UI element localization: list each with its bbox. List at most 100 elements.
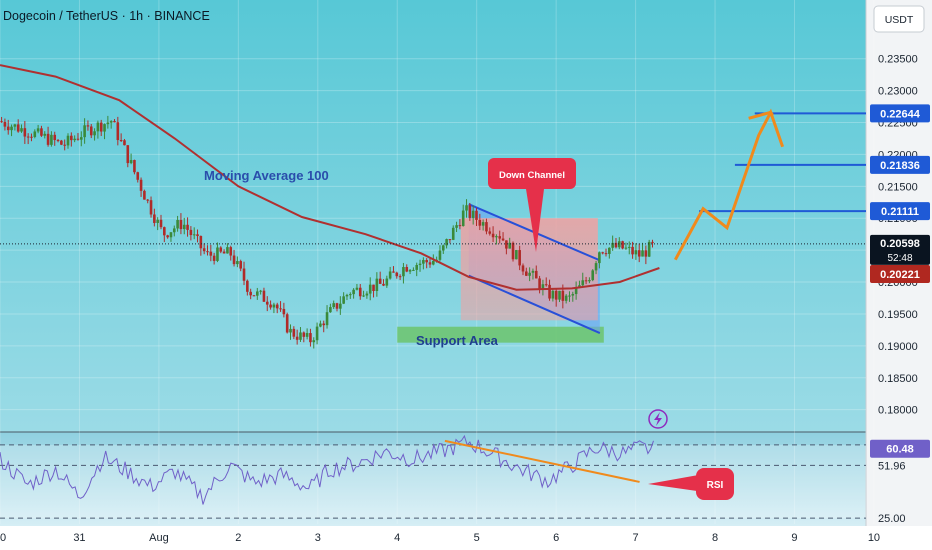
candle-body — [627, 246, 631, 248]
candle-body — [428, 262, 432, 265]
candle-body — [581, 280, 585, 286]
candle-body — [73, 138, 76, 141]
candle-body — [621, 241, 624, 249]
candle-body — [458, 225, 462, 227]
candles — [0, 115, 654, 349]
ma-value-badge — [870, 264, 930, 283]
level-badge — [870, 202, 930, 221]
down-channel-callout: Down Channel — [488, 158, 576, 252]
candle-body — [372, 284, 375, 291]
candle-body — [153, 214, 156, 223]
candle-body — [265, 301, 269, 305]
rsi-value-label: 60.48 — [886, 444, 914, 456]
candle-body — [322, 323, 326, 326]
level-badge — [870, 104, 930, 123]
candle-body — [182, 224, 186, 230]
candle-body — [412, 269, 415, 271]
rsi-divergence-line — [444, 439, 640, 483]
candle-body — [418, 263, 422, 266]
candle-body — [259, 290, 262, 292]
candle-body — [312, 340, 316, 343]
candle-body — [564, 295, 568, 301]
candle-body — [172, 228, 176, 233]
candle-body — [43, 133, 47, 136]
candle-body — [309, 333, 312, 343]
rsi-callout: RSI — [648, 468, 734, 500]
candle-body — [123, 140, 126, 146]
candle-body — [608, 247, 611, 254]
candle-body — [0, 121, 3, 123]
rsi-tick-label: 51.96 — [878, 460, 906, 472]
candle-body — [70, 135, 73, 141]
candle-body — [405, 267, 409, 272]
candle-body — [302, 332, 306, 337]
candle-body — [501, 238, 505, 241]
candle-body — [355, 287, 359, 290]
candle-body — [588, 280, 591, 282]
candle-body — [199, 236, 203, 249]
candle-body — [478, 219, 482, 226]
price-tick-label: 0.21500 — [878, 181, 918, 193]
candle-body — [275, 304, 279, 309]
candle-body — [246, 280, 249, 292]
candle-body — [46, 133, 50, 145]
candle-body — [242, 268, 246, 281]
candle-body — [6, 126, 10, 131]
currency-button[interactable]: USDT — [873, 5, 925, 33]
candle-body — [332, 303, 335, 308]
candle-body — [548, 284, 551, 299]
candle-body — [365, 293, 369, 296]
rsi-line — [0, 434, 654, 505]
candle-body — [611, 242, 614, 248]
candle-body — [378, 278, 382, 284]
candle-body — [465, 205, 468, 211]
candle-body — [166, 235, 169, 238]
candle-body — [631, 246, 634, 255]
candle-body — [63, 144, 66, 146]
candle-body — [488, 231, 492, 234]
candle-body — [126, 145, 130, 164]
candle-body — [644, 250, 648, 257]
current-price-label: 0.20598 — [880, 238, 920, 250]
time-tick-label: 5 — [474, 532, 480, 544]
time-tick-label: 6 — [553, 532, 559, 544]
candle-body — [448, 239, 452, 241]
candle-body — [169, 232, 173, 238]
candle-body — [13, 124, 17, 127]
lightning-icon[interactable] — [648, 409, 668, 429]
candle-body — [551, 290, 555, 299]
candle-body — [445, 239, 448, 246]
support-area — [397, 326, 604, 343]
time-tick-label: Aug — [149, 532, 169, 544]
candle-body — [481, 222, 485, 226]
candle-body — [521, 265, 525, 272]
grid-lines — [0, 0, 874, 524]
time-tick-label: 7 — [633, 532, 639, 544]
current-price-badge — [870, 234, 930, 265]
candle-body — [209, 251, 213, 256]
candle-body — [89, 126, 93, 136]
candle-body — [36, 128, 40, 132]
price-axis: 0.235000.230000.225000.220000.215000.210… — [870, 54, 930, 417]
candle-body — [624, 247, 628, 249]
candle-body — [422, 260, 425, 264]
candle-body — [345, 294, 349, 297]
candle-body — [432, 261, 435, 265]
candle-body — [425, 260, 428, 263]
candle-body — [518, 250, 521, 266]
candle-body — [56, 140, 60, 142]
candle-body — [66, 135, 70, 146]
projection-arrowhead — [748, 110, 774, 120]
candle-body — [468, 205, 472, 218]
candle-body — [186, 224, 189, 230]
price-tick-label: 0.22500 — [878, 118, 918, 130]
candle-body — [113, 121, 116, 123]
candle-body — [50, 134, 53, 145]
candle-body — [558, 290, 561, 300]
candle-body — [385, 278, 389, 286]
candle-body — [119, 140, 123, 142]
candle-body — [531, 270, 535, 273]
candle-body — [568, 295, 571, 297]
